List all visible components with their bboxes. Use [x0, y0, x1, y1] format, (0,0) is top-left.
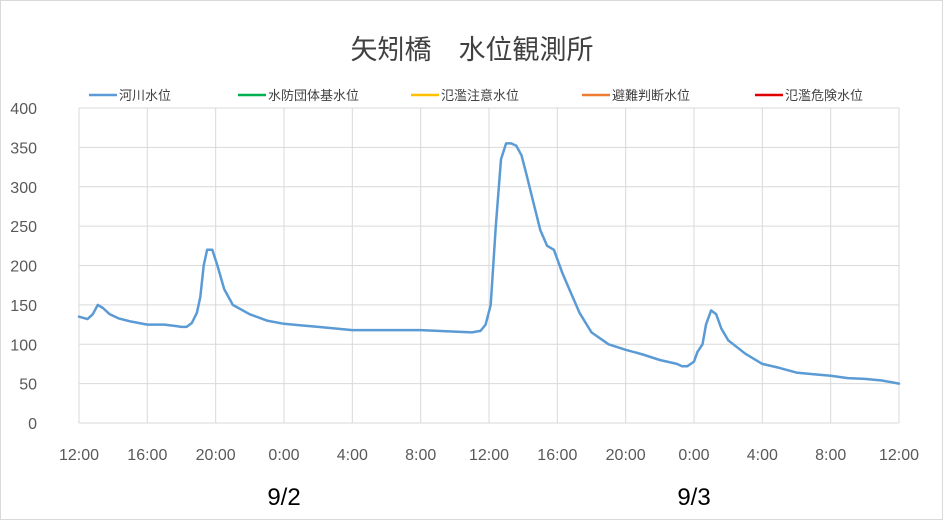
date-labels: 9/2 9/3: [267, 484, 710, 511]
plot-area: [77, 142, 901, 385]
x-tick-label: 0:00: [678, 447, 709, 464]
x-tick-label: 20:00: [606, 447, 646, 464]
x-tick-label: 12:00: [59, 447, 99, 464]
series-line-1: [77, 142, 901, 385]
y-tick-label: 200: [10, 259, 37, 276]
legend-label-5: 氾濫危険水位: [785, 89, 863, 104]
date-label: 9/2: [267, 484, 300, 511]
y-tick-label: 0: [28, 416, 37, 433]
x-tick-label: 4:00: [337, 447, 368, 464]
legend-label-4: 避難判断水位: [612, 89, 690, 104]
y-tick-label: 50: [19, 377, 37, 394]
y-tick-label: 100: [10, 337, 37, 354]
x-tick-label: 4:00: [747, 447, 778, 464]
x-tick-label: 20:00: [196, 447, 236, 464]
x-tick-label: 12:00: [469, 447, 509, 464]
legend-label-3: 氾濫注意水位: [441, 88, 519, 104]
gridlines: [78, 107, 900, 424]
x-tick-label: 12:00: [879, 447, 919, 464]
y-tick-label: 300: [10, 180, 37, 197]
x-tick-label: 8:00: [815, 447, 846, 464]
chart-title: 矢矧橋 水位観測所: [351, 35, 594, 66]
x-tick-label: 16:00: [537, 447, 577, 464]
legend-label-1: 河川水位: [119, 89, 171, 104]
y-axis: 0 50 100 150 200 250 300 350 400: [10, 101, 37, 433]
x-tick-label: 16:00: [127, 447, 167, 464]
legend: 河川水位 水防団体基水位 氾濫注意水位 避難判断水位 氾濫危険水位: [89, 88, 863, 104]
date-label: 9/3: [677, 484, 710, 511]
y-tick-label: 400: [10, 101, 37, 118]
y-tick-label: 250: [10, 219, 37, 236]
x-axis: 12:00 16:00 20:00 0:00 4:00 8:00 12:00 16:00 20:…: [59, 447, 919, 464]
y-tick-label: 150: [10, 298, 37, 315]
legend-label-2: 水防団体基水位: [268, 88, 359, 104]
x-tick-label: 0:00: [268, 447, 299, 464]
y-tick-label: 350: [10, 140, 37, 157]
x-tick-label: 8:00: [405, 447, 436, 464]
